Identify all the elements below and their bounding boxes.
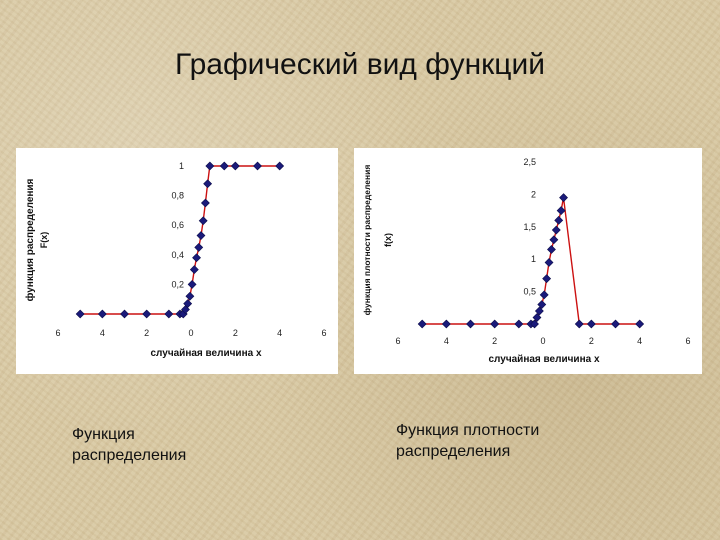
data-point [539, 290, 549, 300]
x-tick-label: 2 [233, 328, 238, 338]
slide-title: Графический вид функций [175, 48, 545, 81]
caption-distribution: Функция распределения [72, 424, 272, 466]
data-point [547, 245, 556, 254]
data-point [194, 242, 204, 252]
data-point [203, 179, 213, 189]
data-point [635, 319, 645, 329]
data-point [559, 193, 568, 203]
data-point [97, 309, 107, 319]
data-point [183, 299, 193, 309]
data-point [441, 319, 451, 329]
y-tick-label: 2 [531, 189, 536, 199]
data-point [556, 206, 566, 216]
data-point [611, 319, 620, 329]
data-point [253, 161, 262, 171]
x-tick-label: 2 [144, 328, 149, 338]
data-point [530, 319, 539, 329]
y-tick-label: 0,4 [171, 250, 184, 260]
data-point [187, 279, 197, 289]
x-tick-label: 6 [321, 328, 326, 338]
x-tick-label: 2 [589, 336, 594, 346]
data-point [549, 235, 559, 245]
y-axis-label: функция плотности распределения [362, 165, 372, 316]
data-point [205, 161, 215, 171]
data-point [185, 291, 195, 301]
y-tick-label: 0,8 [171, 191, 184, 201]
data-point [532, 313, 542, 322]
y-axis-sublabel: F(x) [39, 232, 49, 249]
x-tick-label: 4 [277, 328, 282, 338]
data-point [189, 265, 199, 275]
data-point [198, 216, 208, 226]
data-point [586, 319, 596, 329]
x-tick-label: 6 [395, 336, 400, 346]
data-point [219, 161, 229, 171]
y-tick-label: 2,5 [523, 157, 536, 167]
y-tick-label: 0,6 [171, 220, 184, 230]
y-axis-label: функция распределения [24, 178, 36, 301]
x-axis-label: случайная величина x [150, 348, 261, 359]
caption-distribution-line-2: распределения [72, 447, 187, 464]
data-point [417, 319, 427, 329]
data-point [544, 258, 554, 267]
x-tick-label: 0 [188, 328, 193, 338]
series-line [80, 165, 280, 315]
x-tick-label: 0 [540, 336, 545, 346]
data-point [200, 198, 210, 208]
x-tick-label: 2 [492, 336, 497, 346]
data-point [537, 300, 547, 309]
data-point [466, 319, 475, 329]
x-tick-label: 4 [444, 336, 449, 346]
y-axis-sublabel: f(x) [383, 233, 393, 247]
data-point [551, 225, 561, 235]
data-point [275, 161, 285, 171]
x-tick-label: 6 [55, 328, 60, 338]
data-point [514, 319, 524, 329]
data-point [192, 253, 201, 263]
y-tick-label: 1 [531, 254, 536, 264]
caption-density: Функция плотности распределения [396, 420, 636, 462]
data-point [574, 319, 584, 329]
x-tick-label: 4 [637, 336, 642, 346]
data-point [164, 309, 174, 319]
y-tick-label: 1,5 [523, 222, 536, 232]
data-point [554, 215, 564, 225]
x-tick-label: 6 [685, 336, 690, 346]
x-tick-label: 4 [100, 328, 105, 338]
data-point [542, 274, 552, 284]
data-point [490, 319, 500, 329]
x-axis-label: случайная величина x [488, 354, 599, 365]
data-point [142, 309, 152, 319]
y-tick-label: 0,5 [523, 287, 536, 297]
data-point [230, 161, 240, 171]
caption-density-line-1: Функция плотности [396, 422, 540, 439]
data-point [120, 309, 129, 319]
y-tick-label: 1 [179, 161, 184, 171]
data-point [75, 309, 85, 319]
caption-density-line-2: распределения [396, 443, 511, 460]
data-point [196, 231, 206, 240]
data-point [534, 306, 544, 316]
caption-distribution-line-1: Функция [72, 426, 135, 443]
y-tick-label: 0,2 [171, 279, 184, 289]
